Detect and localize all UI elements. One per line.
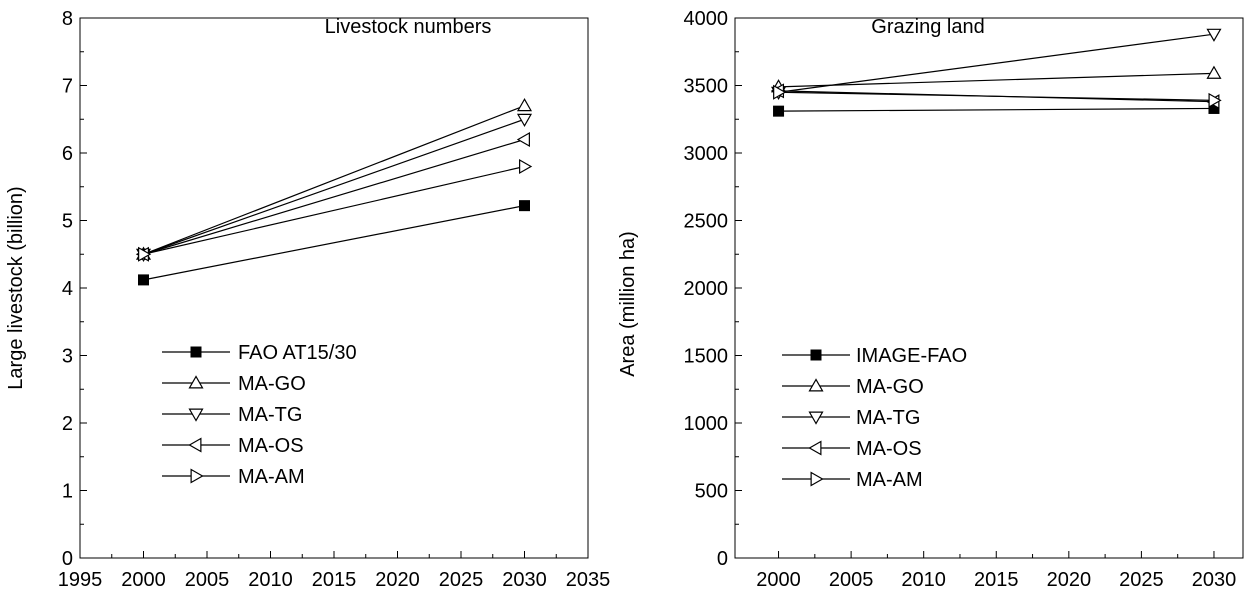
legend-label: FAO AT15/30 (238, 342, 357, 364)
x-tick-label: 2005 (185, 569, 230, 591)
series-line (143, 165, 525, 255)
x-tick-label: 2005 (829, 569, 874, 591)
y-tick-label: 0 (62, 548, 73, 570)
legend-label: IMAGE-FAO (856, 345, 967, 367)
data-point (773, 105, 785, 117)
series-0 (138, 200, 530, 286)
series-line (778, 72, 1214, 88)
data-point (1206, 65, 1222, 79)
chart-title: Livestock numbers (325, 16, 492, 38)
y-tick-label: 3000 (684, 143, 729, 165)
data-point (519, 158, 533, 175)
series-0 (773, 102, 1220, 117)
data-point (138, 246, 152, 262)
y-tick-label: 3500 (684, 76, 729, 98)
data-point (519, 200, 530, 212)
series-layer (770, 28, 1222, 117)
plot-frame (79, 17, 589, 559)
y-tick-label: 1000 (684, 413, 729, 435)
y-tick-label: 0 (717, 548, 728, 570)
data-point (138, 274, 149, 286)
x-tick-label: 2015 (312, 569, 357, 591)
x-tick-label: 2030 (1192, 569, 1237, 591)
legend-label: MA-TG (238, 404, 302, 426)
x-tick-label: 2025 (439, 569, 484, 591)
series-line (143, 105, 525, 255)
legend-label: MA-OS (856, 438, 922, 460)
series-line (143, 138, 525, 255)
legend-label: MA-AM (856, 469, 923, 491)
x-tick-label: 2010 (248, 569, 293, 591)
x-tick-label: 2025 (1119, 569, 1164, 591)
y-tick-label: 4 (62, 278, 73, 300)
y-tick-label: 8 (62, 8, 73, 30)
x-tick-label: 2020 (1047, 569, 1092, 591)
legend-label: MA-AM (238, 466, 305, 488)
y-tick-label: 1 (62, 481, 73, 503)
legend-marker (190, 468, 204, 484)
series-line (778, 91, 1214, 101)
legend-marker (810, 471, 824, 487)
series-4 (138, 158, 533, 262)
y-tick-label: 2 (62, 413, 73, 435)
data-point (1206, 28, 1222, 42)
legend-label: MA-TG (856, 407, 920, 429)
x-tick-label: 2035 (566, 569, 611, 591)
x-tick-label: 2030 (502, 569, 547, 591)
y-axis: 0 1 2 3 4 5 6 7 8 (62, 8, 87, 570)
legend-marker (188, 437, 202, 453)
legend-marker (808, 411, 824, 425)
data-point (516, 131, 530, 148)
legend-label: MA-GO (856, 376, 924, 398)
series-line (778, 107, 1214, 112)
y-axis-label: Area (million ha) (617, 231, 639, 377)
x-tick-label: 2015 (974, 569, 1019, 591)
y-tick-label: 2000 (684, 278, 729, 300)
chart-title: Grazing land (871, 16, 984, 38)
y-tick-label: 3 (62, 346, 73, 368)
x-tick-label: 1995 (58, 569, 103, 591)
x-axis: 1995 2000 2005 2010 2015 2020 2025 2030 2035 (58, 551, 611, 591)
series-line (143, 118, 525, 255)
series-layer (135, 98, 533, 286)
y-tick-label: 500 (695, 481, 728, 503)
legend: FAO AT15/30 MA-GO MA-TG MA-OS MA-AM (162, 342, 357, 488)
legend-label: MA-GO (238, 373, 306, 395)
x-tick-label: 2000 (121, 569, 166, 591)
y-tick-label: 4000 (684, 8, 729, 30)
x-tick-label: 2000 (756, 569, 801, 591)
data-point (516, 113, 533, 127)
chart-grazing-land: Grazing land Area (million ha) 2000 2005 2… (617, 8, 1244, 591)
y-tick-label: 7 (62, 76, 73, 98)
data-point (516, 98, 533, 112)
x-axis: 2000 2005 2010 2015 2020 2025 2030 (756, 551, 1236, 591)
x-tick-label: 2020 (375, 569, 420, 591)
y-axis-label: Large livestock (billion) (5, 186, 27, 389)
data-point (1208, 92, 1222, 108)
chart-livestock: Livestock numbers Large livestock (billi… (5, 8, 610, 591)
legend-marker (808, 440, 822, 456)
series-line (143, 205, 525, 281)
legend-marker (808, 378, 824, 392)
legend-marker (188, 408, 204, 422)
y-tick-label: 2500 (684, 211, 729, 233)
legend-marker (810, 349, 822, 361)
y-tick-label: 6 (62, 143, 73, 165)
legend: IMAGE-FAO MA-GO MA-TG MA-OS MA-AM (782, 345, 967, 491)
legend-marker (188, 375, 204, 389)
series-1 (771, 65, 1222, 93)
legend-label: MA-OS (238, 435, 304, 457)
y-tick-label: 1500 (684, 346, 729, 368)
data-point (773, 84, 787, 100)
x-tick-label: 2010 (901, 569, 946, 591)
series-2 (771, 28, 1222, 100)
series-4 (773, 84, 1222, 108)
y-tick-label: 5 (62, 211, 73, 233)
y-axis: 0 500 1000 1500 2000 2500 3000 3500 4000 (684, 8, 742, 570)
legend-marker (190, 346, 202, 358)
series-line (778, 33, 1215, 93)
